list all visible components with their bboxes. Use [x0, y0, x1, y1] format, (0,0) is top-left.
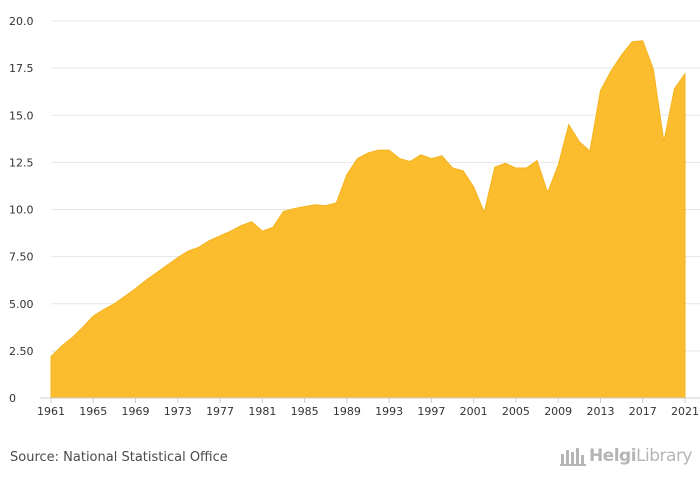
data-point[interactable]	[80, 324, 86, 330]
data-point[interactable]	[312, 202, 318, 208]
data-point[interactable]	[682, 71, 688, 77]
data-point[interactable]	[228, 228, 234, 234]
y-tick-label: 7.50	[9, 251, 34, 264]
data-point[interactable]	[344, 172, 350, 178]
x-tick-label: 1965	[79, 405, 107, 418]
y-tick-label: 2.50	[9, 345, 34, 358]
x-tick-label: 2009	[544, 405, 572, 418]
data-point[interactable]	[259, 228, 265, 234]
data-point[interactable]	[270, 224, 276, 230]
data-point[interactable]	[185, 248, 191, 254]
data-point[interactable]	[629, 39, 635, 45]
y-tick-label: 12.5	[9, 156, 34, 169]
y-tick-label: 0	[9, 392, 16, 405]
data-point[interactable]	[640, 38, 646, 44]
data-point[interactable]	[143, 277, 149, 283]
x-tick-label: 2013	[586, 405, 614, 418]
y-tick-label: 17.5	[9, 62, 34, 75]
data-point[interactable]	[460, 168, 466, 174]
data-point[interactable]	[587, 148, 593, 154]
data-point[interactable]	[238, 223, 244, 229]
data-point[interactable]	[534, 157, 540, 163]
data-point[interactable]	[101, 306, 107, 312]
data-point[interactable]	[376, 147, 382, 153]
x-tick-label: 1993	[375, 405, 403, 418]
x-tick-label: 1973	[164, 405, 192, 418]
x-tick-label: 1989	[333, 405, 361, 418]
x-tick-label: 2021	[671, 405, 699, 418]
data-point[interactable]	[524, 165, 530, 171]
data-point[interactable]	[386, 147, 392, 153]
data-point[interactable]	[608, 68, 614, 74]
data-point[interactable]	[650, 66, 656, 72]
y-tick-label: 5.00	[9, 298, 34, 311]
data-point[interactable]	[133, 286, 139, 292]
data-point[interactable]	[249, 219, 255, 225]
data-point[interactable]	[502, 160, 508, 166]
data-point[interactable]	[481, 209, 487, 215]
x-tick-label: 1985	[291, 405, 319, 418]
data-point[interactable]	[122, 293, 128, 299]
data-point[interactable]	[69, 335, 75, 341]
data-point[interactable]	[59, 343, 65, 349]
data-point[interactable]	[175, 255, 181, 261]
x-tick-label: 1981	[248, 405, 276, 418]
data-point[interactable]	[492, 164, 498, 170]
data-point[interactable]	[439, 153, 445, 159]
data-point[interactable]	[397, 156, 403, 162]
data-point[interactable]	[164, 262, 170, 268]
data-point[interactable]	[207, 238, 213, 244]
logo-text-library: Library	[636, 446, 692, 466]
x-tick-label: 1969	[122, 405, 150, 418]
data-point[interactable]	[597, 88, 603, 94]
data-point[interactable]	[217, 233, 223, 239]
axis-layer: 0 2.50 5.00 7.50 10.0 12.5 15.0 17.5 20.0 1961 196…	[9, 15, 700, 418]
area-layer	[48, 38, 688, 399]
data-point[interactable]	[428, 156, 434, 162]
helgi-library-logo[interactable]: Helgi Library	[559, 446, 692, 466]
data-point[interactable]	[450, 165, 456, 171]
data-point[interactable]	[291, 206, 297, 212]
x-tick-label: 1961	[37, 405, 65, 418]
data-point[interactable]	[407, 158, 413, 164]
data-point[interactable]	[418, 152, 424, 158]
y-tick-label: 15.0	[9, 109, 34, 122]
logo-text-helgi: Helgi	[588, 446, 637, 466]
data-point[interactable]	[323, 203, 329, 209]
data-point[interactable]	[471, 184, 477, 190]
data-point[interactable]	[196, 244, 202, 250]
data-point[interactable]	[513, 165, 519, 171]
y-tick-label: 10.0	[9, 204, 34, 217]
data-point[interactable]	[661, 139, 667, 145]
data-point[interactable]	[48, 354, 54, 360]
data-point[interactable]	[555, 162, 561, 168]
library-bars-icon	[559, 448, 586, 466]
data-point[interactable]	[671, 86, 677, 92]
data-point[interactable]	[566, 122, 572, 128]
data-point[interactable]	[111, 301, 117, 307]
area-series	[50, 40, 686, 399]
x-tick-label: 2005	[502, 405, 530, 418]
data-point[interactable]	[90, 313, 96, 319]
data-point[interactable]	[619, 52, 625, 58]
data-point[interactable]	[545, 190, 551, 196]
data-point[interactable]	[302, 204, 308, 210]
data-point[interactable]	[154, 270, 160, 276]
x-tick-label: 2017	[629, 405, 657, 418]
x-tick-label: 1997	[417, 405, 445, 418]
data-point[interactable]	[365, 150, 371, 156]
source-note: Source: National Statistical Office	[10, 450, 228, 465]
data-point[interactable]	[280, 208, 286, 214]
data-point[interactable]	[354, 156, 360, 162]
data-point[interactable]	[333, 200, 339, 206]
y-tick-label: 20.0	[9, 15, 34, 28]
data-point[interactable]	[576, 139, 582, 145]
x-tick-label: 1977	[206, 405, 234, 418]
x-tick-label: 2001	[460, 405, 488, 418]
